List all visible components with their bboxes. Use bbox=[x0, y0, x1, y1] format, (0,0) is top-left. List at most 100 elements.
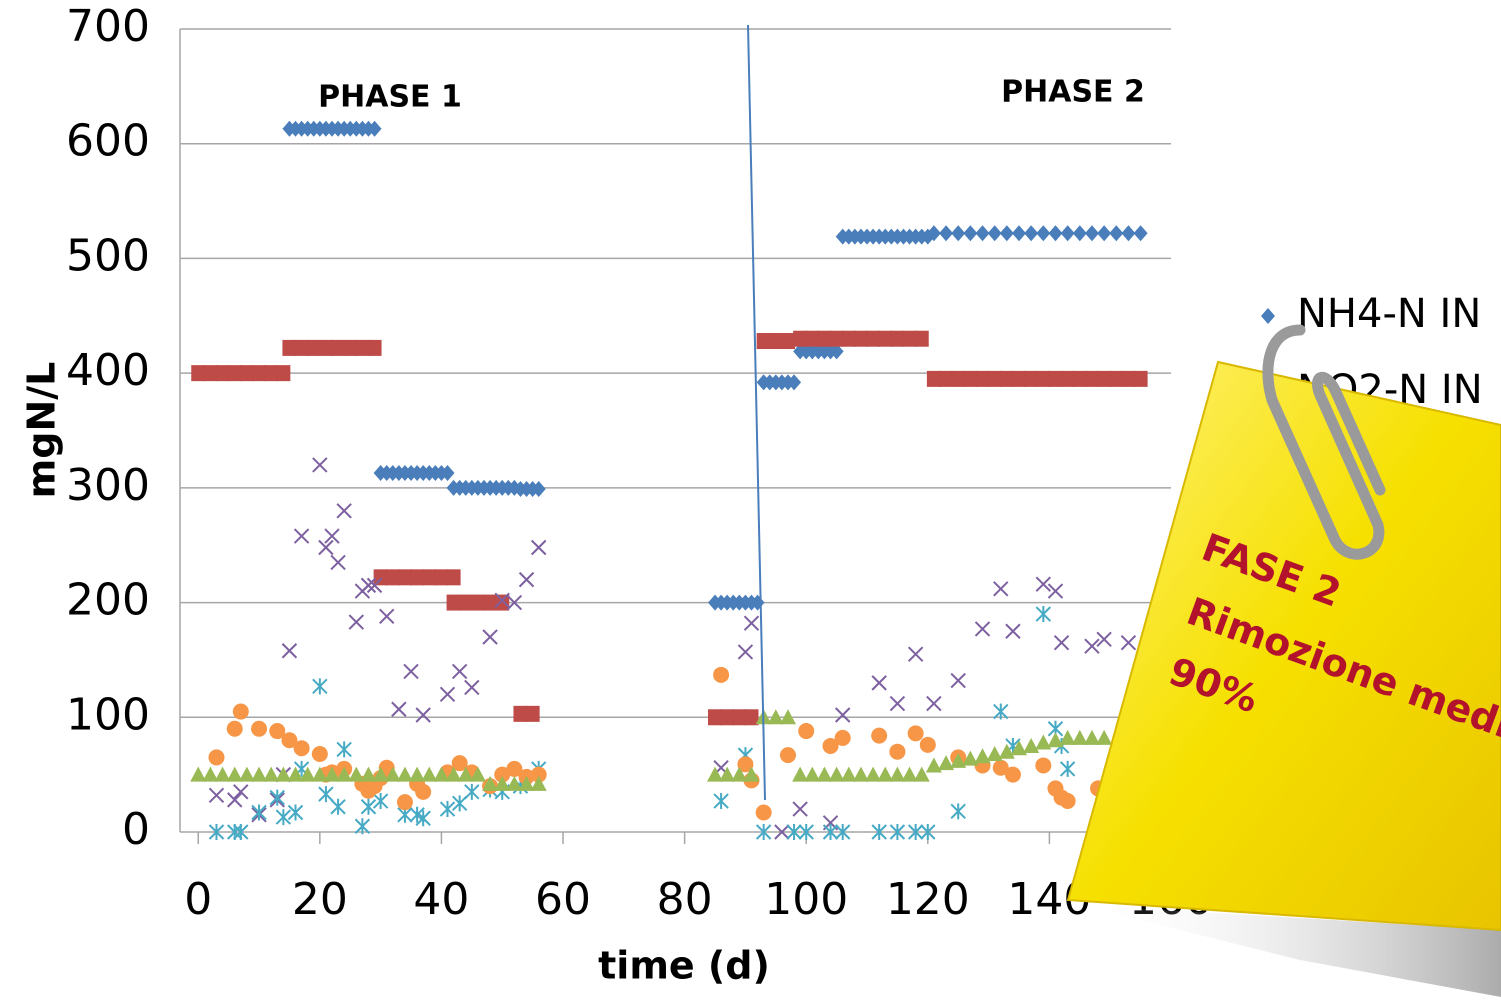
point bbox=[975, 225, 990, 242]
legend-label: NH4-N IN bbox=[1297, 291, 1481, 337]
x-tick-label: 100 bbox=[764, 874, 848, 925]
point bbox=[275, 766, 292, 782]
point bbox=[792, 801, 808, 817]
point bbox=[914, 330, 929, 347]
point bbox=[252, 365, 267, 382]
point bbox=[464, 783, 480, 800]
point bbox=[779, 747, 796, 764]
point bbox=[458, 594, 473, 611]
y-tick-label: 500 bbox=[66, 230, 150, 281]
point bbox=[1024, 225, 1039, 242]
point bbox=[227, 365, 242, 382]
point bbox=[518, 571, 535, 588]
point bbox=[293, 528, 310, 544]
point bbox=[1036, 225, 1051, 242]
point bbox=[208, 787, 225, 803]
paperclip bbox=[1262, 324, 1386, 560]
point bbox=[312, 678, 328, 695]
point bbox=[440, 464, 455, 481]
point bbox=[397, 569, 412, 586]
point bbox=[208, 749, 225, 766]
point bbox=[226, 766, 243, 782]
point bbox=[1084, 225, 1099, 242]
point bbox=[518, 775, 535, 791]
point bbox=[372, 766, 389, 782]
x-tick-label: 120 bbox=[886, 874, 970, 925]
point bbox=[251, 804, 267, 821]
point bbox=[1133, 370, 1148, 387]
point bbox=[963, 370, 978, 387]
point bbox=[311, 766, 328, 782]
point bbox=[239, 365, 254, 382]
point bbox=[779, 709, 796, 725]
point bbox=[1097, 370, 1112, 387]
point bbox=[1035, 576, 1052, 592]
point bbox=[264, 365, 279, 382]
note-paper bbox=[1066, 360, 1501, 932]
point bbox=[767, 709, 784, 725]
point bbox=[708, 709, 723, 726]
point bbox=[324, 528, 340, 544]
point bbox=[226, 720, 243, 737]
point bbox=[202, 766, 219, 782]
point bbox=[373, 569, 388, 586]
point bbox=[269, 723, 286, 740]
point bbox=[951, 225, 966, 242]
point bbox=[1023, 737, 1040, 753]
x-tick-label: 80 bbox=[657, 874, 713, 925]
point bbox=[798, 824, 814, 840]
point bbox=[1072, 225, 1087, 242]
point bbox=[925, 757, 942, 773]
point bbox=[1024, 370, 1039, 387]
point bbox=[963, 225, 978, 242]
point bbox=[822, 824, 839, 840]
point bbox=[999, 370, 1014, 387]
point bbox=[513, 705, 528, 722]
point bbox=[287, 766, 304, 782]
point bbox=[1060, 225, 1075, 242]
point bbox=[1109, 225, 1124, 242]
point bbox=[233, 824, 249, 840]
point bbox=[834, 729, 851, 746]
point bbox=[355, 339, 370, 356]
y-tick-label: 600 bbox=[66, 116, 150, 167]
point bbox=[719, 766, 736, 782]
point bbox=[482, 775, 499, 791]
point bbox=[713, 666, 730, 683]
point bbox=[756, 333, 771, 350]
point bbox=[871, 727, 888, 744]
point bbox=[336, 766, 353, 782]
point bbox=[816, 766, 833, 782]
point bbox=[871, 824, 887, 840]
point bbox=[451, 795, 468, 812]
point bbox=[805, 330, 820, 347]
point bbox=[415, 783, 432, 800]
point bbox=[987, 370, 1002, 387]
point bbox=[720, 709, 735, 726]
point bbox=[975, 370, 990, 387]
point bbox=[293, 740, 310, 757]
point bbox=[323, 766, 340, 782]
point bbox=[495, 594, 510, 611]
point bbox=[744, 709, 759, 726]
point bbox=[1005, 623, 1021, 639]
point bbox=[889, 743, 906, 760]
point bbox=[1012, 370, 1027, 387]
point bbox=[483, 594, 498, 611]
point bbox=[1133, 225, 1148, 242]
point bbox=[433, 766, 450, 782]
point bbox=[281, 643, 298, 659]
point bbox=[1004, 766, 1021, 783]
point bbox=[506, 775, 523, 791]
point bbox=[391, 701, 407, 717]
point bbox=[275, 809, 292, 826]
point bbox=[768, 333, 783, 350]
point bbox=[866, 330, 881, 347]
point bbox=[379, 608, 395, 625]
point bbox=[306, 339, 321, 356]
point bbox=[506, 760, 523, 777]
point bbox=[829, 343, 844, 360]
y-tick-label: 200 bbox=[66, 575, 150, 626]
point bbox=[396, 794, 413, 811]
